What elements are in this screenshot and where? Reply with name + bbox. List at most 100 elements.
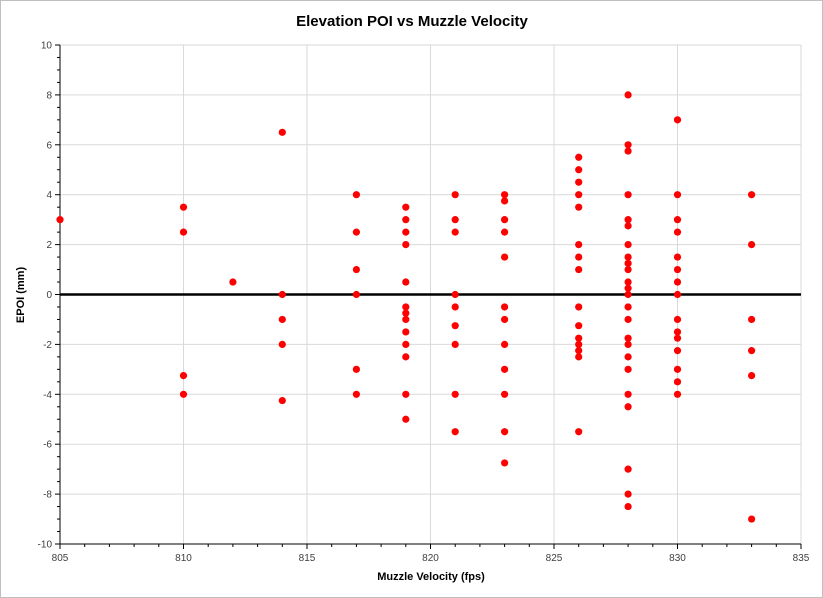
x-tick-label: 835 (793, 553, 810, 564)
y-tick-label: 0 (46, 290, 52, 301)
data-point (673, 116, 682, 124)
data-point (673, 278, 682, 286)
data-point (501, 216, 509, 224)
x-axis-label: Muzzle Velocity (fps) (377, 571, 485, 583)
data-point (575, 203, 583, 211)
data-point (575, 153, 583, 161)
data-point (451, 428, 459, 436)
data-point (624, 290, 632, 299)
data-point (451, 390, 459, 398)
data-point (673, 253, 682, 261)
data-point (575, 166, 583, 174)
data-point (748, 315, 756, 324)
data-points (56, 91, 756, 523)
data-point (673, 191, 682, 199)
y-tick-label: -10 (38, 540, 53, 551)
data-point (624, 284, 632, 292)
axes (55, 44, 802, 549)
data-point (501, 459, 509, 467)
data-point (624, 303, 632, 311)
data-point (575, 347, 583, 355)
data-point (402, 241, 410, 249)
data-point (402, 303, 410, 311)
data-point (278, 340, 286, 348)
y-tick-label: -6 (43, 440, 52, 451)
data-point (402, 353, 410, 361)
x-tick-label: 805 (52, 553, 69, 564)
data-point (673, 290, 682, 299)
data-point (179, 203, 188, 211)
data-point (179, 390, 188, 398)
data-point (402, 328, 410, 336)
data-point (352, 265, 360, 274)
data-point (624, 222, 632, 230)
data-point (673, 347, 682, 355)
data-point (624, 353, 632, 361)
data-point (748, 347, 756, 355)
y-tick-label: -2 (43, 340, 52, 351)
y-axis-label: EPOI (mm) (15, 267, 27, 324)
data-point (624, 141, 632, 149)
data-point (624, 147, 632, 155)
data-point (402, 278, 410, 286)
y-tick-label: -4 (43, 390, 52, 401)
x-tick-label: 820 (422, 553, 439, 564)
data-point (501, 303, 509, 311)
data-point (278, 290, 286, 299)
data-point (624, 390, 632, 398)
data-point (575, 265, 583, 274)
data-point (673, 390, 682, 398)
data-point (352, 290, 360, 299)
data-point (624, 490, 632, 498)
data-point (624, 265, 632, 274)
data-point (673, 228, 682, 236)
data-point (575, 303, 583, 311)
data-point (575, 322, 583, 330)
data-point (402, 340, 410, 348)
data-point (501, 315, 509, 324)
x-tick-label: 815 (299, 553, 316, 564)
data-point (501, 340, 509, 348)
data-point (352, 365, 360, 373)
data-point (352, 191, 360, 199)
data-point (673, 265, 682, 274)
data-point (179, 371, 188, 380)
data-point (673, 378, 682, 386)
data-point (451, 340, 459, 348)
data-point (402, 315, 410, 324)
data-point (624, 278, 632, 286)
data-point (748, 191, 756, 199)
data-point (451, 290, 459, 299)
data-point (278, 128, 286, 136)
y-tick-label: 8 (46, 90, 52, 101)
data-point (402, 390, 410, 398)
data-point (501, 390, 509, 398)
data-point (575, 178, 583, 186)
data-point (278, 396, 286, 405)
data-point (748, 515, 756, 523)
data-point (673, 216, 682, 224)
data-point (278, 315, 286, 324)
data-point (575, 191, 583, 199)
chart-title: Elevation POI vs Muzzle Velocity (296, 13, 528, 30)
data-point (624, 91, 632, 99)
data-point (624, 315, 632, 324)
data-point (501, 191, 509, 199)
data-point (624, 191, 632, 199)
data-point (673, 328, 682, 336)
data-point (624, 403, 632, 411)
data-point (451, 303, 459, 311)
data-point (748, 371, 756, 380)
data-point (575, 253, 583, 261)
data-point (673, 334, 682, 342)
data-point (501, 197, 509, 205)
data-point (624, 365, 632, 373)
data-point (451, 191, 459, 199)
x-tick-label: 810 (175, 553, 192, 564)
data-point (402, 309, 410, 317)
data-point (352, 390, 360, 398)
data-point (624, 253, 632, 261)
